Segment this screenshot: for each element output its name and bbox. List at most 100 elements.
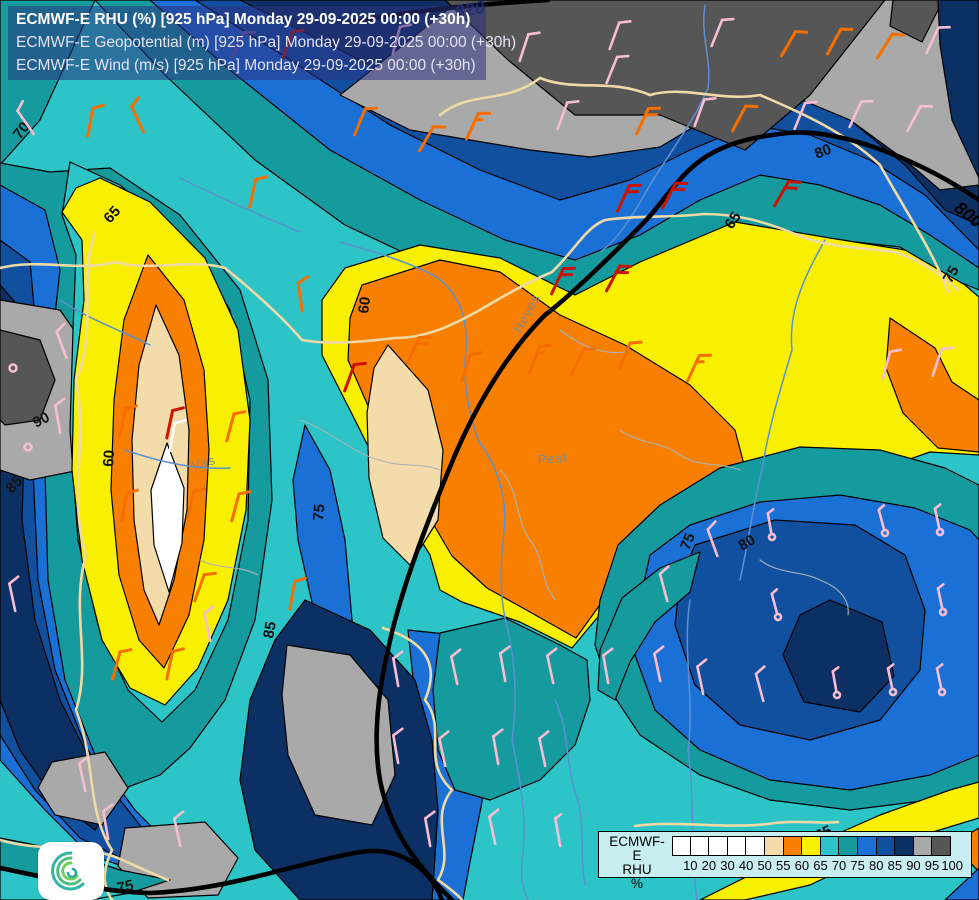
legend-swatch [895, 836, 914, 856]
wind-barb [424, 810, 436, 848]
spiral-logo-icon [51, 851, 85, 891]
legend-swatch [672, 836, 691, 856]
legend-swatch [709, 836, 728, 856]
wind-barb [886, 663, 898, 697]
wind-barb [499, 645, 511, 683]
wind-barb [925, 25, 951, 55]
se-moist-bullseye [594, 446, 979, 811]
rh-contour-label: 75 [115, 877, 135, 897]
wind-barb [406, 335, 433, 365]
wind-barb [16, 99, 35, 136]
wind-barb [696, 658, 708, 696]
wind-barb [605, 264, 633, 293]
wind-barb [120, 488, 139, 523]
legend-tick-label: 20 [701, 858, 717, 873]
rh-contour-label: 85 [260, 620, 280, 639]
title-line-geopotential: ECMWF-E Geopotential (m) [925 hPa] Monda… [16, 34, 517, 51]
wind-barb [710, 17, 735, 48]
rh-contour-label: 60 [100, 449, 118, 467]
wind-barb [54, 397, 66, 435]
wind-barb [793, 100, 818, 131]
wind-barb [168, 419, 187, 453]
rh-contour-label: 65 [721, 209, 744, 232]
wind-barb [661, 181, 689, 210]
wind-barb [538, 730, 550, 768]
legend-title: ECMWF-E RHU % [605, 835, 669, 891]
wind-barb [528, 343, 552, 375]
rh-contour-label: 60 [355, 296, 374, 315]
wind-barb [102, 803, 114, 841]
wind-barb [86, 103, 105, 138]
wind-barb [296, 275, 309, 313]
legend-swatch [876, 836, 896, 856]
title-line-rhu: ECMWF-E RHU (%) [925 hPa] Monday 29-09-2… [16, 11, 471, 28]
wind-barb [780, 30, 809, 58]
rh-contour-label: 80 [736, 531, 759, 554]
wind-barb [766, 508, 777, 542]
wind-barb [161, 491, 179, 526]
wind-barb [933, 503, 945, 537]
wind-barb [550, 266, 577, 296]
wind-barb [881, 348, 903, 381]
wind-barb [616, 183, 643, 213]
legend-swatch [727, 836, 747, 856]
region-name-label: Vas [190, 452, 217, 473]
legend-tick-label: 60 [794, 858, 810, 873]
wind-barb [686, 353, 713, 383]
west-rh-system [0, 161, 273, 873]
legend-tick-label: 75 [850, 858, 865, 873]
legend-swatch [857, 836, 877, 856]
wind-barb [130, 96, 145, 134]
wind-barb [731, 104, 759, 133]
rh-contour-label: 75 [940, 263, 963, 286]
rh-contour-label: 90 [30, 409, 53, 432]
wind-barb [392, 650, 404, 688]
legend-swatch [764, 836, 784, 856]
legend-title-model: ECMWF-E [609, 834, 665, 863]
wind-barb [875, 32, 905, 60]
wind-barb [173, 810, 185, 848]
wind-barb [465, 111, 492, 141]
wind-barb [230, 490, 252, 523]
region-name-label: Pest [537, 450, 568, 467]
wind-barb [877, 504, 890, 538]
legend-tick-label: 30 [720, 858, 735, 873]
legend-tick-label: 10 [683, 858, 698, 873]
legend-tick-label: 50 [757, 858, 772, 873]
wind-barb [8, 575, 20, 613]
wind-barb [460, 351, 483, 383]
rh-contour-label: 75 [677, 531, 699, 553]
wind-barbs-layer [8, 17, 954, 868]
legend-swatch [839, 836, 858, 856]
wind-barb [658, 565, 670, 603]
county-border-lines [199, 329, 849, 616]
wind-barb [546, 647, 558, 685]
wind-barb [770, 588, 783, 622]
legend-swatch [802, 836, 821, 856]
legend-tick-label: 90 [906, 858, 921, 873]
wind-barb [353, 106, 378, 137]
wind-barb [936, 583, 948, 617]
wind-barb [118, 404, 138, 438]
legend-title-param: RHU [622, 862, 652, 877]
legend-tick-label: 80 [869, 858, 884, 873]
wind-barb [706, 520, 719, 558]
wind-barb [165, 647, 185, 681]
rh-contour-label: 80 [812, 141, 834, 163]
country-border-lines [0, 76, 960, 900]
legend-swatch [820, 836, 840, 856]
wind-barb [554, 813, 562, 848]
legend-title-units: % [630, 876, 643, 891]
wind-barb [8, 363, 18, 373]
wind-barb [492, 728, 504, 766]
title-line-wind: ECMWF-E Wind (m/s) [925 hPa] Monday 29-0… [16, 57, 476, 74]
legend-tick-label: 70 [831, 858, 847, 873]
wind-barb [605, 54, 630, 85]
legend-swatch [932, 836, 951, 856]
wind-barb [935, 663, 947, 697]
wind-barb [165, 406, 185, 440]
wind-barb [248, 175, 268, 209]
wind-barb [288, 576, 307, 611]
wind-barb [203, 605, 215, 643]
